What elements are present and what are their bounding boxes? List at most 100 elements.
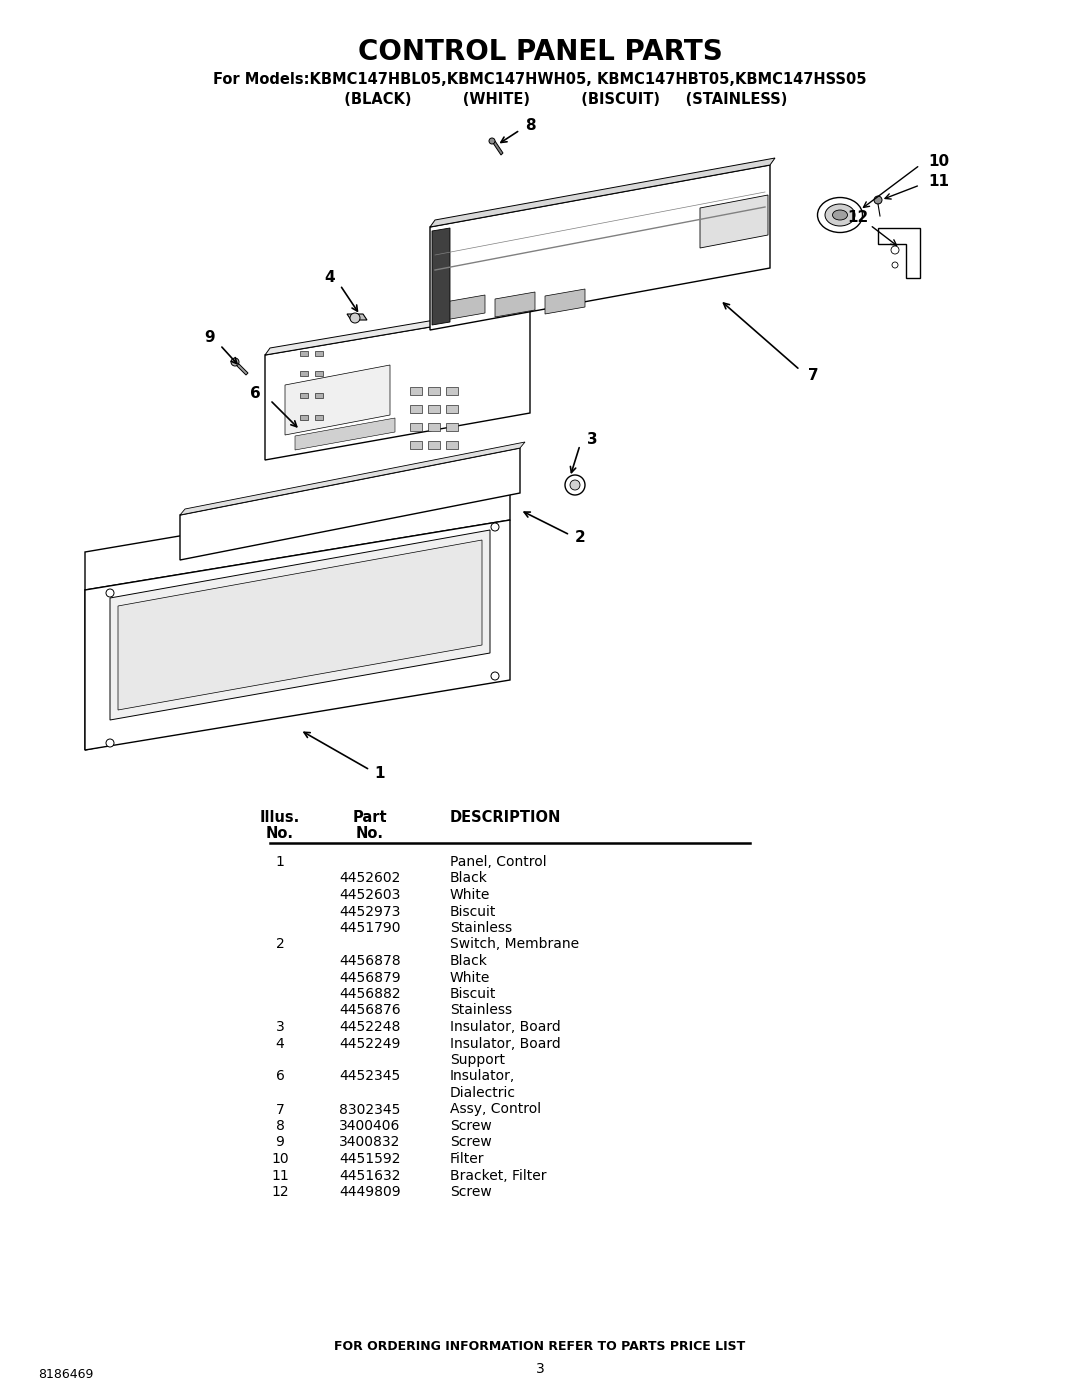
Text: 4452248: 4452248 — [339, 1020, 401, 1034]
Text: No.: No. — [356, 826, 384, 841]
Text: Screw: Screw — [450, 1185, 491, 1199]
Text: 4452345: 4452345 — [339, 1070, 401, 1084]
Text: Assy, Control: Assy, Control — [450, 1102, 541, 1116]
Bar — [428, 405, 440, 414]
Bar — [315, 372, 323, 376]
Bar — [446, 387, 458, 395]
Text: 6: 6 — [249, 387, 260, 401]
Text: 10: 10 — [928, 155, 949, 169]
Polygon shape — [295, 418, 395, 450]
Text: 4456882: 4456882 — [339, 988, 401, 1002]
Text: CONTROL PANEL PARTS: CONTROL PANEL PARTS — [357, 38, 723, 66]
Polygon shape — [285, 365, 390, 434]
Text: Black: Black — [450, 954, 488, 968]
Polygon shape — [85, 481, 510, 590]
Text: For Models:KBMC147HBL05,KBMC147HWH05, KBMC147HBT05,KBMC147HSS05: For Models:KBMC147HBL05,KBMC147HWH05, KB… — [213, 73, 867, 87]
Bar — [446, 423, 458, 432]
Text: 6: 6 — [275, 1070, 284, 1084]
Polygon shape — [265, 303, 535, 355]
Text: 3400832: 3400832 — [339, 1136, 401, 1150]
Polygon shape — [545, 289, 585, 314]
Ellipse shape — [825, 204, 855, 226]
Text: 7: 7 — [275, 1102, 284, 1116]
Circle shape — [231, 358, 239, 366]
Text: Black: Black — [450, 872, 488, 886]
Polygon shape — [430, 158, 775, 226]
Bar — [315, 393, 323, 398]
Text: 4452249: 4452249 — [339, 1037, 401, 1051]
Circle shape — [570, 481, 580, 490]
Polygon shape — [265, 310, 530, 460]
Text: Biscuit: Biscuit — [450, 904, 497, 918]
Text: 8186469: 8186469 — [38, 1368, 93, 1382]
Bar — [300, 415, 308, 420]
Text: 3400406: 3400406 — [339, 1119, 401, 1133]
Polygon shape — [432, 228, 450, 326]
Polygon shape — [700, 196, 768, 249]
Bar — [446, 405, 458, 414]
Text: 2: 2 — [275, 937, 284, 951]
Text: 8: 8 — [275, 1119, 284, 1133]
Text: 3: 3 — [588, 433, 597, 447]
Text: 12: 12 — [848, 211, 868, 225]
Bar — [300, 393, 308, 398]
Circle shape — [489, 138, 495, 144]
Text: 4449809: 4449809 — [339, 1185, 401, 1199]
Text: 11: 11 — [928, 175, 949, 190]
Text: 4456876: 4456876 — [339, 1003, 401, 1017]
Text: 4: 4 — [325, 271, 335, 285]
Polygon shape — [445, 295, 485, 320]
Bar — [300, 351, 308, 356]
Text: 4451790: 4451790 — [339, 921, 401, 935]
Text: 12: 12 — [271, 1185, 288, 1199]
Text: Screw: Screw — [450, 1119, 491, 1133]
Text: Biscuit: Biscuit — [450, 988, 497, 1002]
Polygon shape — [495, 292, 535, 317]
Text: Part: Part — [353, 810, 388, 826]
Text: Support: Support — [450, 1053, 505, 1067]
Text: No.: No. — [266, 826, 294, 841]
Text: 3: 3 — [536, 1362, 544, 1376]
Polygon shape — [180, 441, 525, 515]
Text: 4452602: 4452602 — [339, 872, 401, 886]
Circle shape — [892, 263, 897, 268]
Text: FOR ORDERING INFORMATION REFER TO PARTS PRICE LIST: FOR ORDERING INFORMATION REFER TO PARTS … — [335, 1340, 745, 1354]
Bar — [428, 387, 440, 395]
Text: 3: 3 — [275, 1020, 284, 1034]
Circle shape — [891, 246, 899, 254]
Text: 7: 7 — [808, 367, 819, 383]
Bar — [315, 415, 323, 420]
Text: Bracket, Filter: Bracket, Filter — [450, 1168, 546, 1182]
Text: Insulator, Board: Insulator, Board — [450, 1020, 561, 1034]
Circle shape — [491, 522, 499, 531]
Text: 9: 9 — [205, 331, 215, 345]
Text: 2: 2 — [575, 529, 585, 545]
Text: White: White — [450, 971, 490, 985]
Polygon shape — [878, 228, 920, 278]
Polygon shape — [180, 448, 519, 560]
Text: 1: 1 — [374, 766, 384, 781]
Text: 4452603: 4452603 — [339, 888, 401, 902]
Text: Insulator, Board: Insulator, Board — [450, 1037, 561, 1051]
Text: DESCRIPTION: DESCRIPTION — [450, 810, 562, 826]
Circle shape — [874, 196, 882, 204]
Polygon shape — [118, 541, 482, 710]
Text: 4451632: 4451632 — [339, 1168, 401, 1182]
Text: 8302345: 8302345 — [339, 1102, 401, 1116]
Circle shape — [565, 475, 585, 495]
Text: 4452973: 4452973 — [339, 904, 401, 918]
Text: 10: 10 — [271, 1153, 288, 1166]
Circle shape — [106, 590, 114, 597]
Text: Insulator,: Insulator, — [450, 1070, 515, 1084]
Text: Filter: Filter — [450, 1153, 485, 1166]
Text: 4456879: 4456879 — [339, 971, 401, 985]
Text: 4451592: 4451592 — [339, 1153, 401, 1166]
Text: Screw: Screw — [450, 1136, 491, 1150]
Text: Illus.: Illus. — [260, 810, 300, 826]
Text: 4456878: 4456878 — [339, 954, 401, 968]
Text: Dialectric: Dialectric — [450, 1085, 516, 1099]
Polygon shape — [85, 520, 510, 750]
Text: 4: 4 — [275, 1037, 284, 1051]
Ellipse shape — [818, 197, 863, 232]
Text: 1: 1 — [275, 855, 284, 869]
